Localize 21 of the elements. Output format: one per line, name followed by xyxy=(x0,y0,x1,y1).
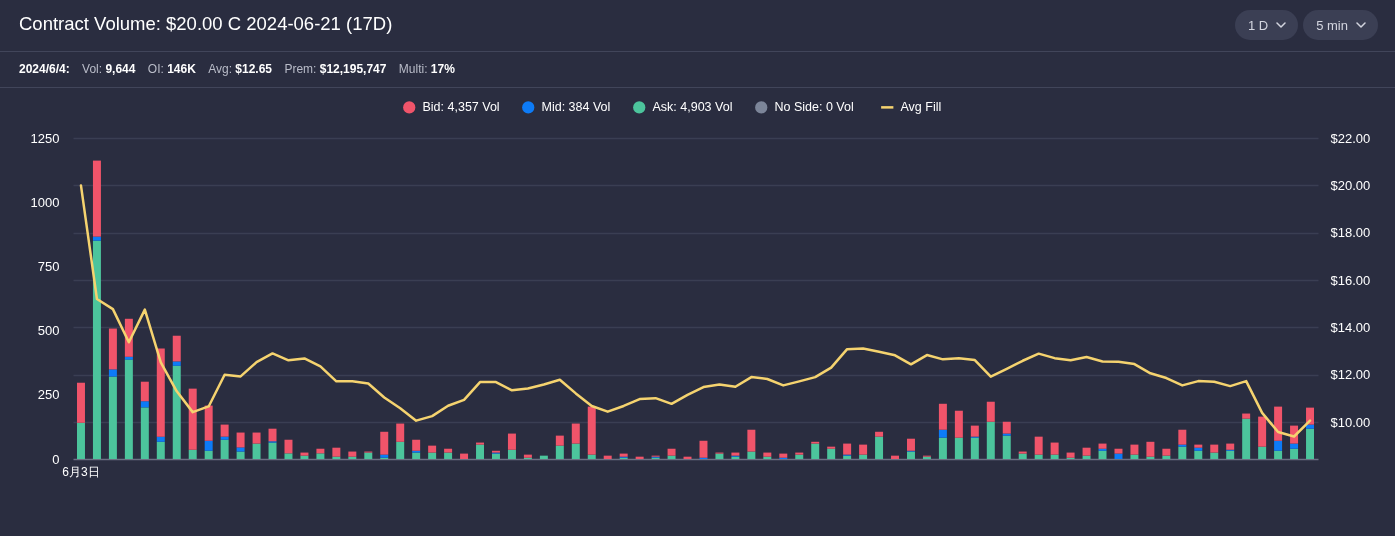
y-tick-label: 1000 xyxy=(30,194,60,210)
legend-label: Ask: 4,903 Vol xyxy=(652,100,733,115)
chart-title: Contract Volume: $20.00 C 2024-06-21 (17D) xyxy=(19,13,393,35)
legend-label: Mid: 384 Vol xyxy=(541,100,611,115)
x-tick-label: 6月3日 xyxy=(62,464,100,479)
y2-tick-label: $14.00 xyxy=(1330,319,1371,335)
y-tick-label: 500 xyxy=(37,323,60,339)
y-tick-label: 250 xyxy=(37,387,60,403)
y2-tick-label: $18.00 xyxy=(1330,225,1371,241)
y-tick-label: 1250 xyxy=(30,130,60,146)
y2-tick-label: $10.00 xyxy=(1330,414,1371,430)
legend-label: Bid: 4,357 Vol xyxy=(422,100,500,115)
y-tick-label: 750 xyxy=(37,258,60,274)
legend-label: Avg Fill xyxy=(900,100,942,115)
y2-tick-label: $22.00 xyxy=(1330,130,1371,146)
y2-tick-label: $12.00 xyxy=(1330,367,1371,383)
legend-label: No Side: 0 Vol xyxy=(774,100,854,115)
y2-tick-label: $20.00 xyxy=(1330,177,1371,193)
y-tick-label: 0 xyxy=(52,451,60,467)
y2-tick-label: $16.00 xyxy=(1330,272,1371,288)
text: 2024/6/4: Vol: 9,644 OI: 146K Avg: $12.65 Prem: $12,195,747 Multi: 17% xyxy=(19,62,455,76)
